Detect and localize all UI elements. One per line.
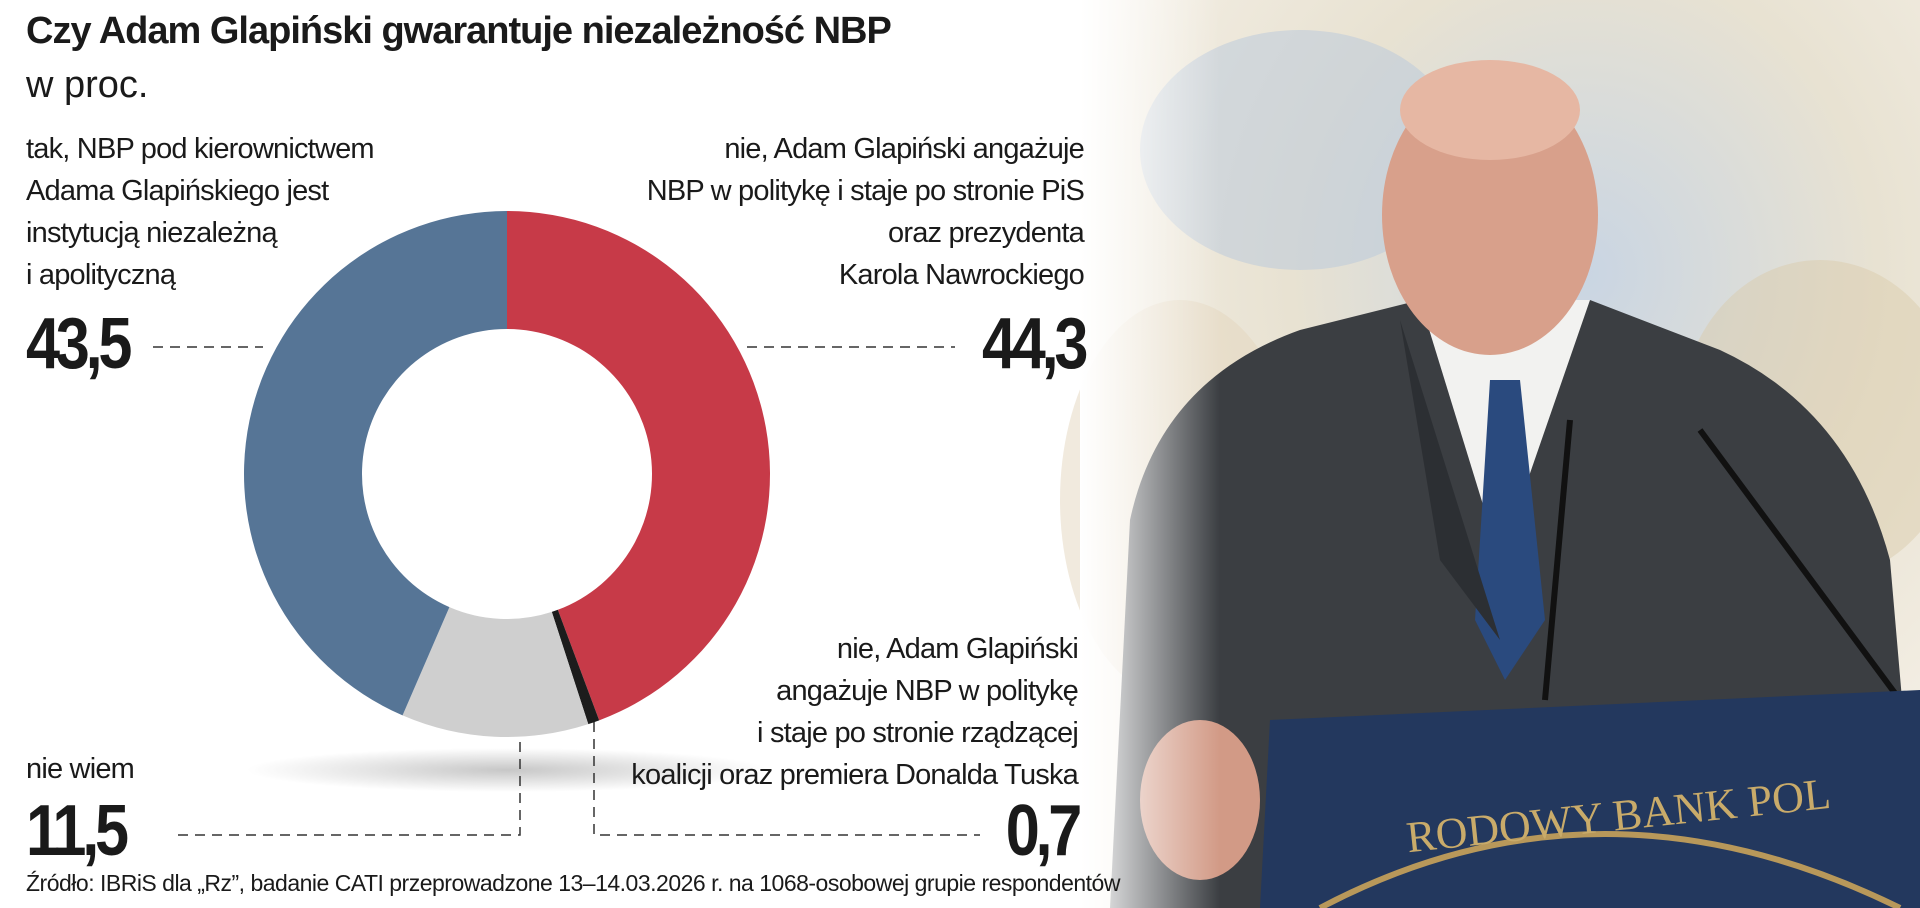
segment-label: tak, NBP pod kierownictwem Adama Glapińs… bbox=[26, 133, 375, 291]
donut-segment bbox=[507, 211, 770, 721]
source: Źródło: IBRiS dla „Rz”, badanie CATI prz… bbox=[26, 870, 1120, 896]
photo: RODOWY BANK POL bbox=[1060, 0, 1920, 908]
donut-segment bbox=[244, 211, 508, 716]
title: Czy Adam Glapiński gwarantuje niezależno… bbox=[26, 10, 892, 52]
leader-line bbox=[178, 735, 521, 836]
donut-segment bbox=[551, 609, 600, 725]
segment-label: nie, Adam Glapiński angażuje NBP w polit… bbox=[646, 133, 1085, 291]
segment-label: nie wiem bbox=[26, 753, 135, 785]
leader-line bbox=[593, 722, 980, 836]
value-label: 11,5 bbox=[26, 791, 129, 871]
shadow bbox=[247, 748, 767, 792]
donut-segment bbox=[402, 607, 589, 737]
value-label: 0,7 bbox=[1005, 791, 1083, 871]
segment-label: nie, Adam Glapiński angażuje NBP w polit… bbox=[631, 633, 1079, 791]
leader-lines bbox=[153, 346, 980, 836]
value-label: 43,5 bbox=[26, 304, 132, 384]
value-label: 44,3 bbox=[981, 304, 1088, 384]
donut bbox=[244, 211, 770, 737]
subtitle: w proc. bbox=[26, 64, 149, 106]
